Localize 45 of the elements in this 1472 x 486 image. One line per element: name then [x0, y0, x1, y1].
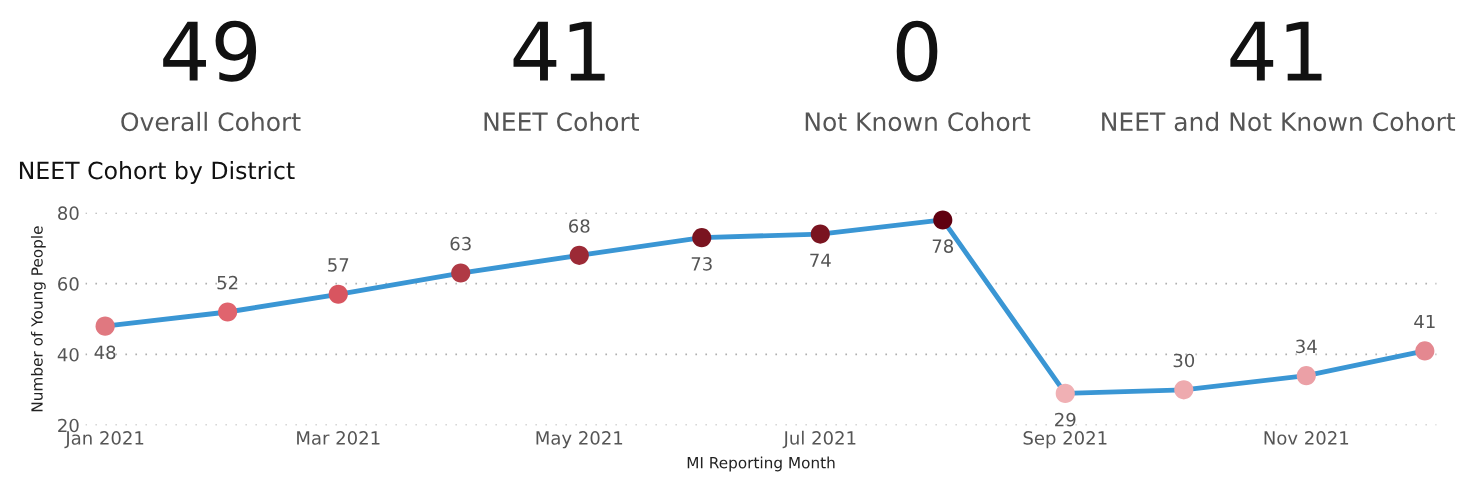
category-label: Not Known Cohort	[805, 111, 1031, 132]
data-label: 52	[217, 275, 238, 290]
x-axis-title: MI Reporting Month	[687, 456, 835, 472]
x-tick-label: Jan 2021	[64, 431, 144, 449]
data-label: 63	[450, 236, 471, 251]
data-label: 48	[94, 345, 116, 360]
point	[692, 228, 712, 248]
x-tick-label: Sep 2021	[1023, 431, 1107, 449]
data-label: 41	[513, 21, 605, 81]
point	[1415, 341, 1435, 361]
x-tick-label: May 2021	[536, 431, 623, 449]
point	[810, 224, 830, 244]
point	[569, 245, 589, 265]
point	[218, 302, 238, 322]
category-label: NEET and Not Known Cohort	[1102, 111, 1456, 132]
y-tick-label: 40	[57, 347, 79, 362]
y-axis-title: Number of Young People	[30, 226, 46, 412]
data-label: 78	[932, 239, 954, 253]
point	[1296, 366, 1316, 386]
data-label: 49	[163, 20, 257, 82]
category-label: Overall Cohort	[121, 111, 301, 132]
data-label: 41	[1230, 21, 1322, 81]
data-label: 57	[328, 258, 349, 272]
point	[1055, 383, 1075, 403]
y-tick-label: 20	[58, 418, 79, 433]
data-label: 30	[1173, 353, 1195, 368]
point	[1174, 380, 1194, 400]
point	[451, 263, 471, 283]
x-tick-label: Mar 2021	[297, 431, 380, 445]
data-label: 68	[569, 219, 590, 233]
category-label: NEET Cohort	[484, 111, 639, 132]
chart-title: NEET Cohort by District	[19, 161, 295, 184]
data-label: 29	[1055, 412, 1076, 427]
data-label: 34	[1296, 339, 1317, 354]
y-tick-label: 80	[58, 206, 79, 220]
x-tick-label: Jul 2021	[782, 430, 856, 449]
y-tick-label: 60	[58, 277, 79, 291]
data-label: 0	[896, 20, 938, 82]
point	[328, 284, 348, 304]
data-label: 73	[691, 257, 712, 271]
point	[933, 210, 953, 230]
data-label: 74	[810, 253, 831, 267]
x-tick-label: Nov 2021	[1264, 431, 1349, 445]
point	[95, 316, 115, 336]
data-label: 41	[1414, 314, 1435, 329]
